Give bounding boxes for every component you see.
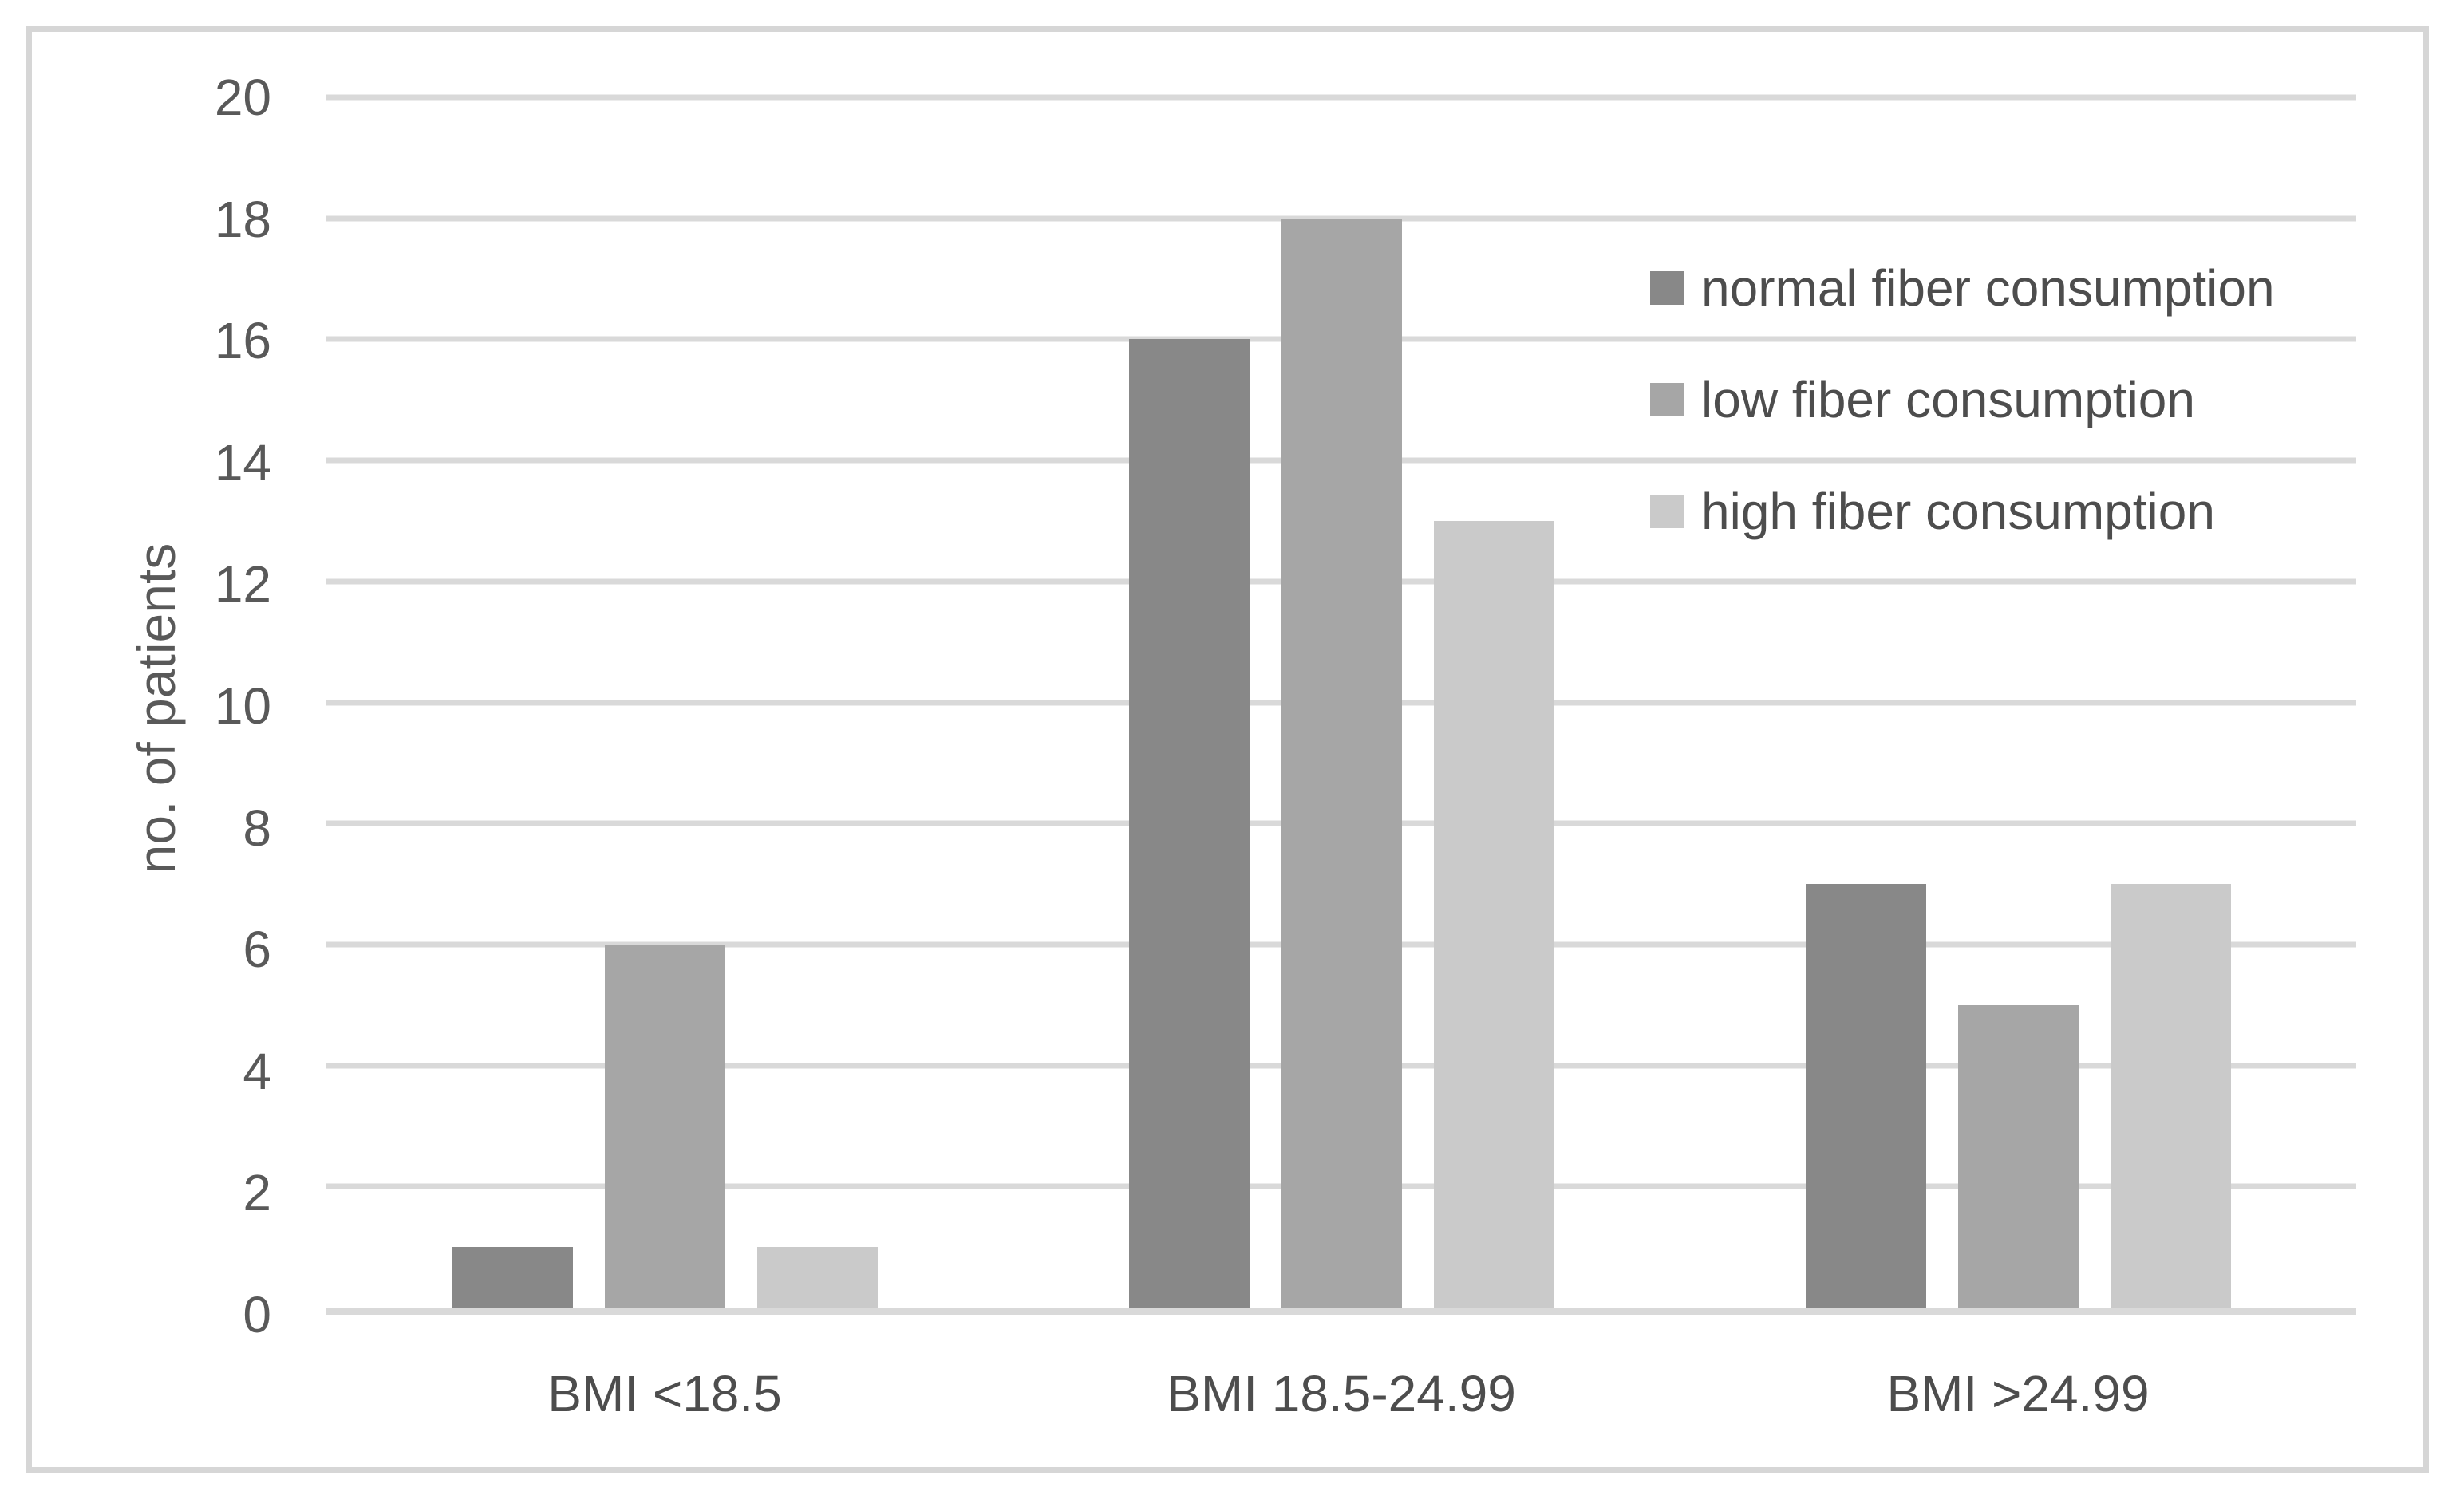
y-axis-tick-label: 16 xyxy=(214,312,271,370)
bar-high-fiber-consumption xyxy=(2110,884,2231,1308)
bar-normal-fiber-consumption xyxy=(1128,339,1250,1308)
legend-swatch-icon xyxy=(1650,495,1684,528)
y-axis-tick-labels: 0 2 4 6 8 10 12 14 16 18 20 xyxy=(128,72,271,1340)
legend: normal fiber consumption low fiber consum… xyxy=(1650,232,2275,567)
bar-low-fiber-consumption xyxy=(604,944,725,1308)
bar-high-fiber-consumption xyxy=(756,1247,878,1308)
y-axis-tick-label: 14 xyxy=(214,433,271,491)
y-axis-tick-label: 8 xyxy=(243,799,271,857)
bar-group xyxy=(1003,97,1680,1308)
y-axis-tick-label: 6 xyxy=(243,921,271,979)
x-axis-category-labels: BMI <18.5 BMI 18.5-24.99 BMI >24.99 xyxy=(326,1358,2356,1430)
plot-area xyxy=(326,94,2356,1315)
y-axis-tick-label: 4 xyxy=(243,1042,271,1100)
bar-normal-fiber-consumption xyxy=(452,1247,573,1308)
bar-low-fiber-consumption xyxy=(1957,1004,2079,1308)
bar-group xyxy=(326,97,1003,1308)
legend-label: normal fiber consumption xyxy=(1701,259,2275,317)
bar-high-fiber-consumption xyxy=(1433,520,1554,1308)
legend-label: high fiber consumption xyxy=(1701,483,2215,540)
gridline xyxy=(326,94,2356,101)
bar-group xyxy=(1680,97,2356,1308)
x-axis-category-label: BMI >24.99 xyxy=(1886,1365,2150,1422)
y-axis-tick-label: 12 xyxy=(214,555,271,613)
legend-item: normal fiber consumption xyxy=(1650,232,2275,344)
legend-item: high fiber consumption xyxy=(1650,456,2275,567)
y-axis-tick-label: 20 xyxy=(214,69,271,126)
y-axis-tick-label: 2 xyxy=(243,1164,271,1222)
bar-low-fiber-consumption xyxy=(1281,218,1402,1308)
legend-swatch-icon xyxy=(1650,271,1684,305)
x-axis-category-label: BMI 18.5-24.99 xyxy=(1167,1365,1516,1422)
legend-swatch-icon xyxy=(1650,383,1684,416)
y-axis-tick-label: 18 xyxy=(214,190,271,248)
y-axis-tick-label: 10 xyxy=(214,677,271,735)
x-axis-category-label: BMI <18.5 xyxy=(547,1365,782,1422)
legend-label: low fiber consumption xyxy=(1701,371,2195,428)
bars-container xyxy=(326,97,2356,1308)
bar-normal-fiber-consumption xyxy=(1805,884,1926,1308)
y-axis-tick-label: 0 xyxy=(243,1286,271,1343)
legend-item: low fiber consumption xyxy=(1650,344,2275,456)
